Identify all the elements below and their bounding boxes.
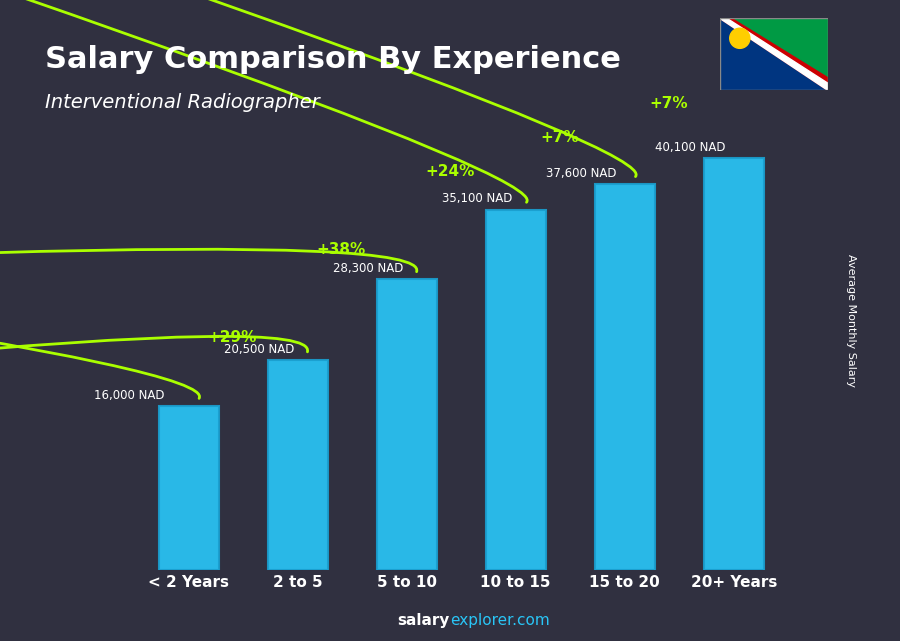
Text: +24%: +24% xyxy=(426,163,475,179)
Text: 37,600 NAD: 37,600 NAD xyxy=(546,167,616,179)
Text: 28,300 NAD: 28,300 NAD xyxy=(333,262,404,276)
Text: Average Monthly Salary: Average Monthly Salary xyxy=(845,254,856,387)
Polygon shape xyxy=(720,19,828,90)
Text: salary: salary xyxy=(398,613,450,628)
Polygon shape xyxy=(734,19,828,76)
Bar xyxy=(486,210,545,570)
Text: +38%: +38% xyxy=(317,242,366,257)
Text: 40,100 NAD: 40,100 NAD xyxy=(655,141,725,154)
Circle shape xyxy=(730,28,750,48)
Text: 20,500 NAD: 20,500 NAD xyxy=(224,342,295,356)
Text: Salary Comparison By Experience: Salary Comparison By Experience xyxy=(45,45,621,74)
Text: +7%: +7% xyxy=(649,96,688,111)
Text: +7%: +7% xyxy=(540,129,579,145)
Text: explorer.com: explorer.com xyxy=(450,613,550,628)
Text: 16,000 NAD: 16,000 NAD xyxy=(94,389,164,402)
Bar xyxy=(158,406,219,570)
Polygon shape xyxy=(720,19,828,90)
Text: Interventional Radiographer: Interventional Radiographer xyxy=(45,93,320,112)
Text: +29%: +29% xyxy=(208,330,257,345)
Text: 35,100 NAD: 35,100 NAD xyxy=(443,192,513,206)
Bar xyxy=(268,360,328,570)
Bar xyxy=(595,184,654,570)
Bar xyxy=(704,158,764,570)
Bar xyxy=(377,279,436,570)
